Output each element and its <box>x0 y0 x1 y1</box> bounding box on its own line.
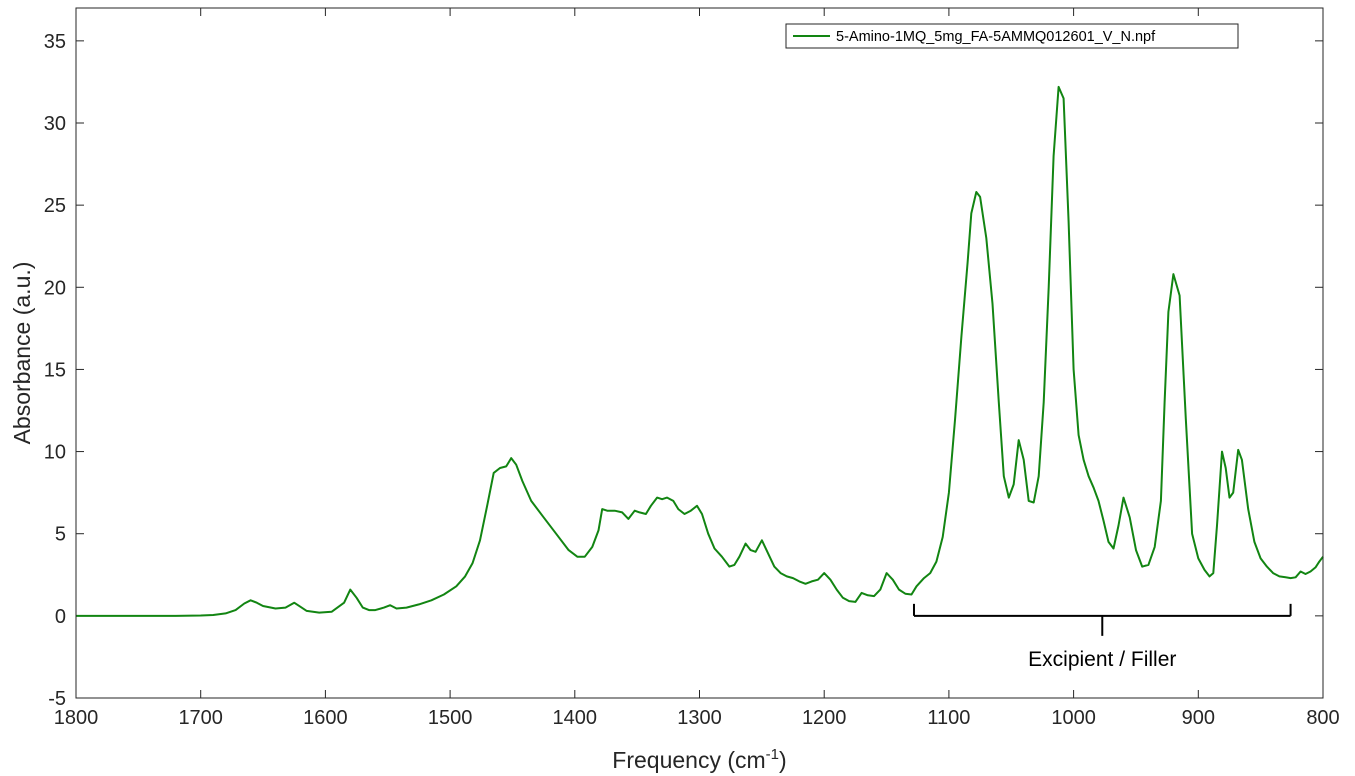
x-axis-title: Frequency (cm-1) <box>612 746 786 773</box>
y-tick-label: -5 <box>48 688 66 710</box>
annotation-layer: Excipient / Filler <box>912 603 1292 671</box>
x-tick-label: 1800 <box>54 707 99 729</box>
legend-entry-label: 5-Amino-1MQ_5mg_FA-5AMMQ012601_V_N.npf <box>836 29 1156 45</box>
y-tick-label: 15 <box>44 359 66 381</box>
y-tick-label: 5 <box>55 524 66 546</box>
annotation-label: Excipient / Filler <box>1028 648 1176 671</box>
y-tick-label: 30 <box>44 113 66 135</box>
y-tick-label: 10 <box>44 442 66 464</box>
x-tick-label: 1600 <box>303 707 348 729</box>
x-tick-label: 1200 <box>802 707 847 729</box>
series-layer <box>76 85 1324 617</box>
series-line <box>76 85 1324 617</box>
y-tick-label: 35 <box>44 31 66 53</box>
y-tick-label: 0 <box>55 606 66 628</box>
x-tick-label: 1100 <box>927 707 970 729</box>
x-tick-label: 1400 <box>553 707 598 729</box>
y-axis-title: Absorbance (a.u.) <box>9 262 35 445</box>
y-tick-label: 20 <box>44 277 66 299</box>
tick-labels: 1800 1700 1600 1500 1400 1300 1200 1100 1000 900 8… <box>44 31 1340 729</box>
x-tick-label: 800 <box>1306 707 1339 729</box>
x-tick-label: 900 <box>1182 707 1215 729</box>
x-tick-label: 1500 <box>428 707 473 729</box>
x-tick-label: 1000 <box>1051 707 1096 729</box>
x-tick-label: 1300 <box>677 707 722 729</box>
legend: 5-Amino-1MQ_5mg_FA-5AMMQ012601_V_N.npf <box>785 23 1239 49</box>
x-tick-label: 1700 <box>178 707 223 729</box>
legend-box <box>785 23 1239 49</box>
y-tick-label: 25 <box>44 195 66 217</box>
plot-frame <box>75 7 1324 699</box>
